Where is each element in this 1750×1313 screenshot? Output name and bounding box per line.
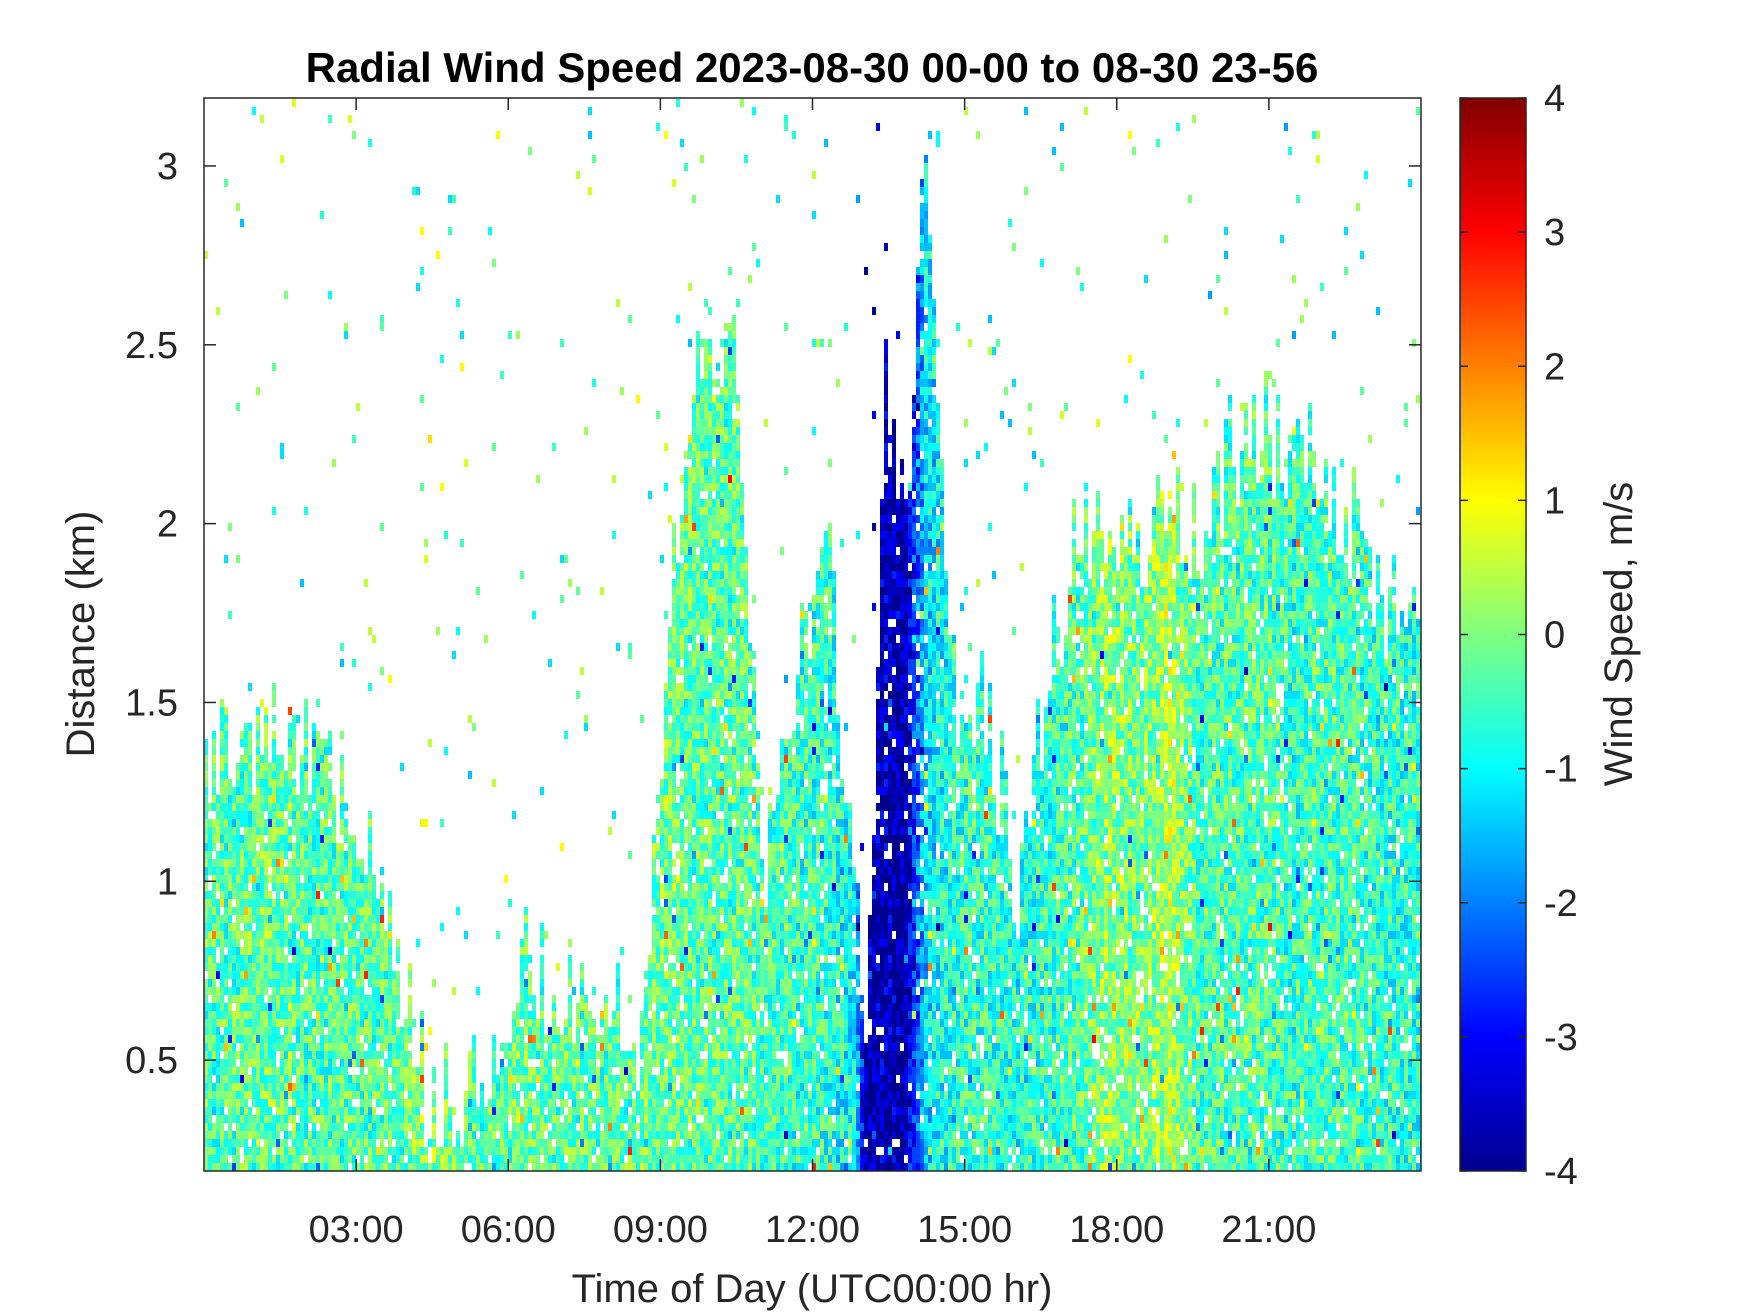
colorbar-tick-label: 3 bbox=[1544, 212, 1565, 254]
colorbar-ticks: 4 3 2 1 0 -1 -2 -3 -4 bbox=[1460, 78, 1578, 1193]
colorbar-tick-label: 1 bbox=[1544, 480, 1565, 522]
colorbar: 4 3 2 1 0 -1 -2 -3 -4 bbox=[1459, 78, 1578, 1193]
x-axis-ticks: 03:00 06:00 09:00 12:00 15:00 18:00 21:00 bbox=[309, 98, 1316, 1251]
y-axis-label: Distance (km) bbox=[59, 511, 103, 758]
plot-area: 03:00 06:00 09:00 12:00 15:00 18:00 21:00 0.5 1… bbox=[125, 97, 1422, 1251]
x-tick-label: 06:00 bbox=[461, 1209, 556, 1251]
y-tick-label: 2.5 bbox=[125, 325, 178, 367]
x-tick-label: 03:00 bbox=[309, 1209, 404, 1251]
heatmap-color-band bbox=[204, 107, 1421, 1171]
colorbar-tick-label: -4 bbox=[1544, 1151, 1578, 1193]
colorbar-tick-label: -2 bbox=[1544, 883, 1578, 925]
x-tick-label: 21:00 bbox=[1221, 1209, 1316, 1251]
x-tick-label: 18:00 bbox=[1069, 1209, 1164, 1251]
chart-title: Radial Wind Speed 2023-08-30 00-00 to 08… bbox=[306, 44, 1319, 91]
colorbar-tick-label: 2 bbox=[1544, 346, 1565, 388]
colorbar-gradient bbox=[1459, 97, 1527, 1172]
y-tick-label: 1.5 bbox=[125, 682, 178, 724]
y-tick-label: 1 bbox=[157, 861, 178, 903]
y-axis-ticks: 0.5 1 1.5 2 2.5 3 bbox=[125, 146, 1421, 1082]
y-tick-label: 0.5 bbox=[125, 1040, 178, 1082]
colorbar-label: Wind Speed, m/s bbox=[1597, 482, 1641, 787]
x-tick-label: 09:00 bbox=[613, 1209, 708, 1251]
x-axis-label: Time of Day (UTC00:00 hr) bbox=[572, 1267, 1053, 1311]
colorbar-tick-label: -3 bbox=[1544, 1017, 1578, 1059]
y-tick-label: 3 bbox=[157, 146, 178, 188]
heatmap-cells bbox=[204, 99, 1421, 1171]
colorbar-tick-label: 4 bbox=[1544, 78, 1565, 120]
colorbar-tick-label: -1 bbox=[1544, 749, 1578, 791]
x-tick-label: 12:00 bbox=[765, 1209, 860, 1251]
heatmap-color-band bbox=[204, 99, 1421, 1171]
heatmap-color-band bbox=[204, 99, 1421, 1171]
x-tick-label: 15:00 bbox=[917, 1209, 1012, 1251]
heatmap-color-band bbox=[856, 267, 940, 1171]
colorbar-tick-label: 0 bbox=[1544, 615, 1565, 657]
y-tick-label: 2 bbox=[157, 504, 178, 546]
heatmap-color-band bbox=[204, 107, 1421, 1171]
